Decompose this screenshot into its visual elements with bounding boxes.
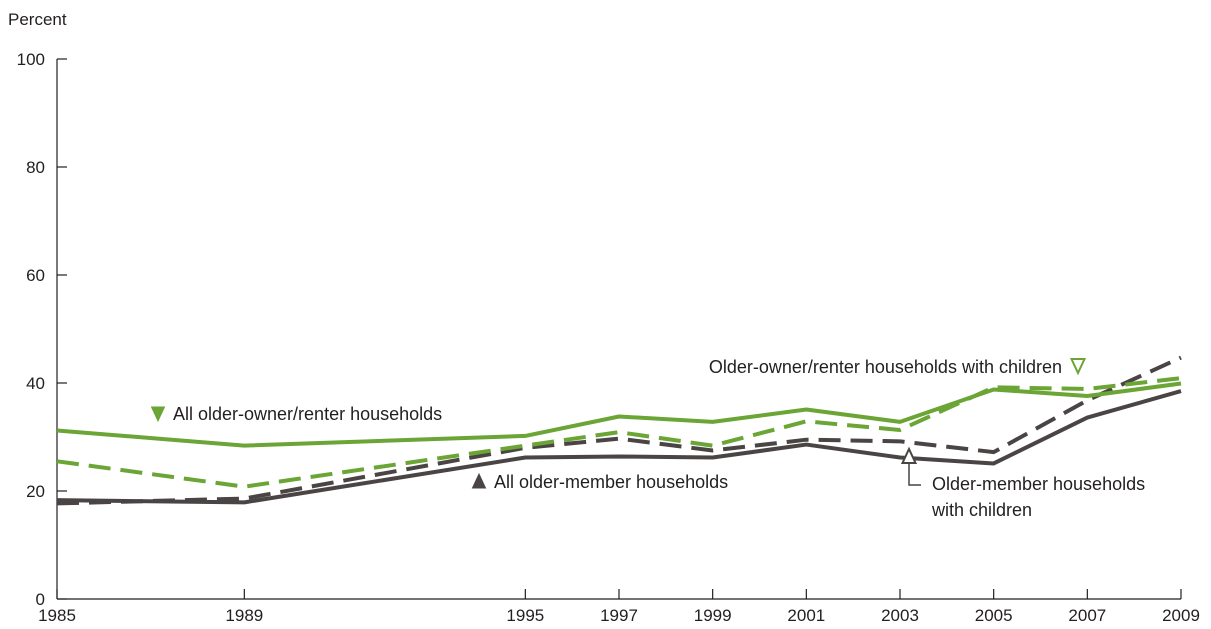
x-tick-label-2005: 2005 bbox=[975, 606, 1013, 625]
series-line-all-older-owner-renter-households bbox=[56, 381, 1182, 448]
series-lines bbox=[56, 355, 1182, 506]
x-tick-label-1995: 1995 bbox=[506, 606, 544, 625]
marker-all-older-member-icon bbox=[471, 472, 487, 489]
x-tick-label-2009: 2009 bbox=[1162, 606, 1200, 625]
label-all-older-member: All older-member households bbox=[494, 472, 728, 492]
series-line-older-owner-renter-households-with-children bbox=[56, 376, 1182, 489]
y-tick-label-20: 20 bbox=[26, 482, 45, 501]
axes: 0 20 40 60 80 100 1985 1989 1995 1997 1999 2001 2003… bbox=[17, 50, 1200, 625]
label-older-member-with-children-line2: with children bbox=[931, 500, 1032, 520]
y-tick-label-80: 80 bbox=[26, 158, 45, 177]
x-tick-label-1997: 1997 bbox=[600, 606, 638, 625]
x-tick-label-1989: 1989 bbox=[225, 606, 263, 625]
x-tick-label-1999: 1999 bbox=[694, 606, 732, 625]
marker-older-member-with-children-icon bbox=[900, 446, 918, 464]
x-tick-label-2001: 2001 bbox=[787, 606, 825, 625]
x-tick-label-2003: 2003 bbox=[881, 606, 919, 625]
marker-all-older-owner-renter-icon bbox=[150, 406, 166, 423]
y-axis-title: Percent bbox=[8, 10, 67, 29]
marker-older-owner-renter-with-children-icon bbox=[1069, 358, 1087, 376]
series-line-all-older-member-households bbox=[56, 389, 1182, 505]
label-older-member-with-children-line1: Older-member households bbox=[932, 474, 1145, 494]
y-tick-label-0: 0 bbox=[36, 590, 45, 609]
x-tick-label-2007: 2007 bbox=[1068, 606, 1106, 625]
y-tick-label-60: 60 bbox=[26, 266, 45, 285]
series-line-older-member-households-with-children bbox=[56, 355, 1182, 506]
y-tick-label-100: 100 bbox=[17, 50, 45, 69]
label-all-older-owner-renter: All older-owner/renter households bbox=[173, 404, 442, 424]
x-tick-label-1985: 1985 bbox=[38, 606, 76, 625]
leader-line-older-member-with-children bbox=[908, 464, 921, 486]
annotations: All older-owner/renter households Older-o… bbox=[150, 357, 1145, 520]
label-older-owner-renter-with-children: Older-owner/renter households with child… bbox=[709, 357, 1062, 377]
y-tick-label-40: 40 bbox=[26, 374, 45, 393]
